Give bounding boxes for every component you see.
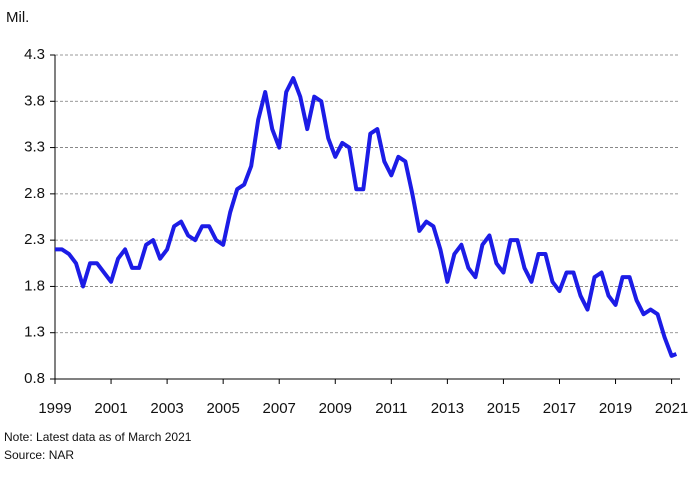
x-tick-label: 2019 <box>599 400 632 417</box>
y-tick-label: 0.8 <box>24 370 45 387</box>
y-axis-label: Mil. <box>6 9 29 26</box>
x-tick-label: 2015 <box>487 400 520 417</box>
x-tick-label: 2013 <box>431 400 464 417</box>
note: Note: Latest data as of March 2021 <box>4 430 192 444</box>
x-tick-label: 2021 <box>655 400 688 417</box>
y-tick-label: 1.8 <box>24 277 45 294</box>
source: Source: NAR <box>4 448 74 462</box>
y-tick-label: 1.3 <box>24 324 45 341</box>
data-line <box>55 76 678 358</box>
x-tick-label: 2011 <box>375 400 407 417</box>
y-tick-label: 3.3 <box>24 139 45 156</box>
x-tick-label: 2009 <box>319 400 352 417</box>
x-tick-label: 2005 <box>206 400 239 417</box>
y-tick-label: 4.3 <box>24 46 45 63</box>
x-tick-label: 2017 <box>543 400 576 417</box>
x-tick-label: 2001 <box>94 400 127 417</box>
y-tick-label: 2.8 <box>24 185 45 202</box>
y-tick-label: 3.8 <box>24 92 45 109</box>
x-tick-label: 2003 <box>150 400 183 417</box>
x-tick-label: 2007 <box>263 400 296 417</box>
y-tick-label: 2.3 <box>24 231 45 248</box>
x-tick-label: 1999 <box>38 400 71 417</box>
